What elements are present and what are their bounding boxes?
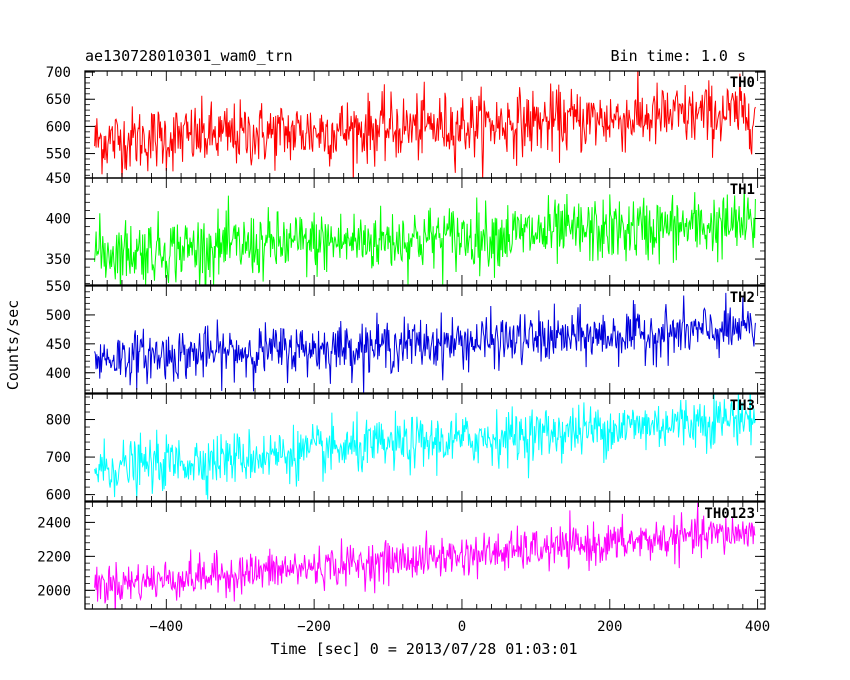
x-axis-label: Time [sec] 0 = 2013/07/28 01:03:01: [270, 640, 577, 658]
chart-title: ae130728010301_wam0_trn: [85, 47, 293, 65]
panel-th0: 550 600 650 700 TH0: [46, 65, 766, 179]
bin-time-label: Bin time: 1.0 s: [611, 47, 746, 65]
panel-frame: [84, 285, 766, 394]
panel-th1: 350 400 450 TH1: [46, 171, 766, 286]
x-tick-label: 400: [745, 619, 770, 635]
y-tick-label: 600: [46, 488, 71, 504]
y-tick-label: 800: [46, 413, 71, 429]
panel-name-label: TH0123: [704, 506, 755, 522]
y-tick-label: 500: [46, 308, 71, 324]
series-line-th0123: [94, 502, 756, 609]
panel-name-label: TH3: [730, 398, 755, 414]
panel-th3: 600 700 800 TH3: [46, 393, 766, 504]
panel-th2: 400 450 500 550 TH2: [46, 279, 766, 394]
panels: 550 600 650 700 TH0 350 400 450 TH1 400 450 500 550 T…: [37, 65, 770, 635]
panel-frame: [84, 501, 766, 610]
y-tick-label: 2200: [37, 549, 71, 565]
y-tick-label: 400: [46, 366, 71, 382]
y-tick-label: 600: [46, 119, 71, 135]
x-tick-label: 0: [458, 619, 466, 635]
y-tick-label: 2400: [37, 515, 71, 531]
panel-frame: [84, 393, 766, 502]
y-tick-label: 350: [46, 252, 71, 268]
x-tick-label: −200: [297, 619, 331, 635]
panel-name-label: TH1: [730, 182, 755, 198]
y-tick-label: 650: [46, 92, 71, 108]
y-tick-label: 450: [46, 337, 71, 353]
series-line-th1: [94, 187, 756, 285]
y-axis-label: Counts/sec: [4, 300, 22, 390]
y-tick-label: 2000: [37, 583, 71, 599]
y-tick-label: 450: [46, 171, 71, 187]
panel-name-label: TH0: [730, 75, 755, 91]
y-tick-label: 400: [46, 212, 71, 228]
panel-th0123: 2000 2200 2400 TH0123: [37, 501, 766, 610]
y-tick-label: 700: [46, 450, 71, 466]
series-line-th3: [94, 394, 756, 500]
y-tick-label: 550: [46, 147, 71, 163]
y-tick-label: 700: [46, 65, 71, 81]
series-line-th0: [94, 71, 756, 178]
y-tick-label: 550: [46, 279, 71, 295]
x-tick-label: −400: [149, 619, 183, 635]
series-line-th2: [94, 292, 756, 393]
panel-frame: [84, 177, 766, 286]
x-tick-label: 200: [597, 619, 622, 635]
panel-name-label: TH2: [730, 290, 755, 306]
